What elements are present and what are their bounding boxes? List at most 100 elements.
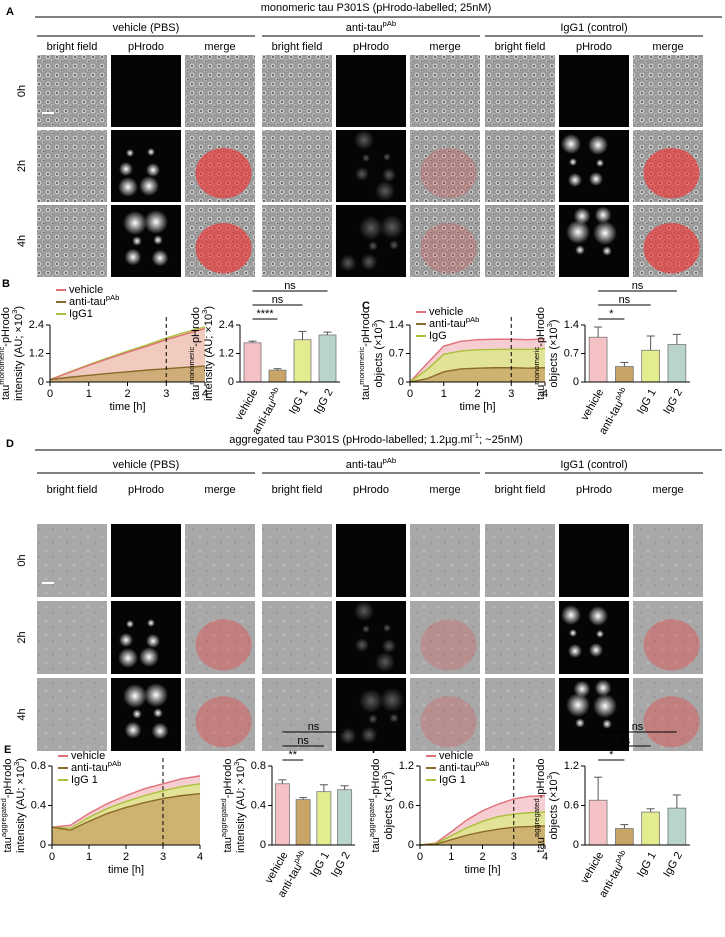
text-part: aggregated bbox=[532, 798, 541, 837]
text-part: -pHrodo bbox=[535, 307, 547, 347]
phrodo-image bbox=[559, 55, 629, 127]
merge-overlay bbox=[643, 223, 700, 274]
phrodo-image bbox=[111, 524, 181, 597]
legend-label: vehicle bbox=[439, 750, 473, 762]
text-part: pAb bbox=[383, 19, 397, 28]
fluorescent-spot bbox=[389, 713, 399, 723]
panel-letter: C bbox=[362, 300, 370, 312]
text-part: anti-tau bbox=[346, 22, 383, 34]
text-part: -pHrodo bbox=[535, 759, 547, 799]
fluorescent-spot bbox=[382, 639, 396, 653]
x-tick-label: 3 bbox=[160, 851, 166, 863]
y-axis-label: tauaggregated-pHrodo bbox=[0, 759, 14, 853]
series-line bbox=[409, 367, 546, 383]
bar bbox=[588, 799, 608, 846]
bright-field-image bbox=[410, 524, 480, 597]
text-part: tau bbox=[535, 837, 547, 852]
bright-field-image bbox=[633, 524, 703, 597]
fluorescent-spot bbox=[594, 206, 612, 224]
bar bbox=[243, 342, 262, 383]
bright-field-image bbox=[485, 205, 555, 277]
text-part: -pHrodo bbox=[222, 759, 234, 799]
text-part: 3 bbox=[232, 762, 241, 766]
legend-label: IgG 1 bbox=[71, 774, 98, 786]
y-axis-label: taumonomeric-pHrodo bbox=[532, 307, 547, 400]
y-tick-label: 1.4 bbox=[389, 319, 404, 331]
series-area bbox=[52, 793, 200, 845]
text-part: objects (×10 bbox=[383, 779, 395, 839]
y-tick-label: 0 bbox=[40, 839, 46, 851]
fluorescent-spot bbox=[151, 249, 169, 267]
x-tick-label: 4 bbox=[542, 851, 548, 863]
x-tick-label: 2 bbox=[123, 851, 129, 863]
bar bbox=[274, 783, 290, 846]
fluorescent-spot bbox=[359, 689, 383, 713]
merge-overlay bbox=[195, 619, 252, 671]
column-label: bright field bbox=[47, 484, 98, 496]
fluorescent-spot bbox=[359, 216, 383, 240]
fluorescent-spot bbox=[119, 633, 133, 647]
x-tick-label: IgG 2 bbox=[661, 387, 685, 416]
bright-field-image bbox=[185, 601, 255, 674]
x-tick-label: IgG 1 bbox=[635, 387, 659, 416]
bright-field-image bbox=[633, 601, 703, 674]
y-tick-label: 1.2 bbox=[564, 760, 579, 772]
merge-overlay bbox=[420, 696, 477, 748]
fluorescent-spot bbox=[593, 694, 617, 718]
x-axis-label: time [h] bbox=[109, 401, 145, 413]
text-part: tau bbox=[535, 385, 547, 400]
column-label: merge bbox=[204, 484, 235, 496]
bar bbox=[318, 334, 337, 383]
text-part: tau bbox=[0, 385, 12, 400]
bar bbox=[641, 349, 660, 383]
bright-field-image bbox=[485, 130, 555, 202]
x-axis-label: time [h] bbox=[459, 401, 495, 413]
fluorescent-spot bbox=[132, 236, 142, 246]
text-part: monomeric bbox=[357, 347, 366, 385]
text-part: -pHrodo bbox=[2, 759, 14, 799]
y-axis-label: taumonomeric-pHrodo bbox=[187, 307, 202, 400]
text-part: anti-tau bbox=[250, 399, 279, 437]
significance-label: ns bbox=[308, 721, 320, 733]
bar bbox=[295, 799, 311, 846]
text-part: aggregated tau P301S (pHrodo-labelled; 1… bbox=[229, 434, 472, 446]
group-label: IgG1 (control) bbox=[560, 459, 627, 471]
bar bbox=[667, 344, 687, 383]
y-tick-label: 0.6 bbox=[399, 799, 414, 811]
fluorescent-spot bbox=[123, 211, 147, 235]
column-label: merge bbox=[652, 484, 683, 496]
x-tick-label: vehicle bbox=[579, 850, 607, 886]
row-label: 4h bbox=[16, 708, 28, 720]
bar bbox=[293, 339, 312, 383]
fluorescent-spot bbox=[368, 714, 378, 724]
bright-field-image bbox=[410, 205, 480, 277]
fluorescent-spot bbox=[144, 683, 168, 707]
y-tick-label: 0.8 bbox=[251, 760, 266, 772]
significance-label: ns bbox=[284, 280, 296, 292]
x-tick-label: vehicle bbox=[579, 387, 607, 423]
fluorescent-spot bbox=[375, 652, 395, 672]
merge-overlay bbox=[643, 148, 700, 199]
fluorescent-spot bbox=[596, 159, 604, 167]
fluorescent-spot bbox=[569, 629, 577, 637]
text-part: anti-tau bbox=[71, 762, 108, 774]
fluorescent-spot bbox=[362, 625, 370, 633]
fluorescent-spot bbox=[339, 254, 357, 272]
text-part: anti-tau bbox=[69, 296, 106, 308]
x-tick-label: 2 bbox=[124, 388, 130, 400]
fluorescent-spot bbox=[368, 241, 378, 251]
fluorescent-spot bbox=[561, 134, 581, 154]
significance-label: * bbox=[609, 749, 614, 761]
x-tick-label: 2 bbox=[479, 851, 485, 863]
x-tick-label: IgG 2 bbox=[312, 387, 336, 416]
text-part: pAb bbox=[108, 759, 122, 768]
fluorescent-spot bbox=[354, 130, 374, 150]
fluorescent-spot bbox=[588, 606, 608, 626]
y-axis-label: intensity (AU; ×103) bbox=[232, 758, 247, 853]
legend-label: vehicle bbox=[69, 284, 103, 296]
x-tick-label: 4 bbox=[202, 388, 208, 400]
bright-field-image bbox=[485, 524, 555, 597]
fluorescent-spot bbox=[602, 719, 612, 729]
text-part: pAb bbox=[476, 759, 490, 768]
y-tick-label: 1.2 bbox=[399, 760, 414, 772]
